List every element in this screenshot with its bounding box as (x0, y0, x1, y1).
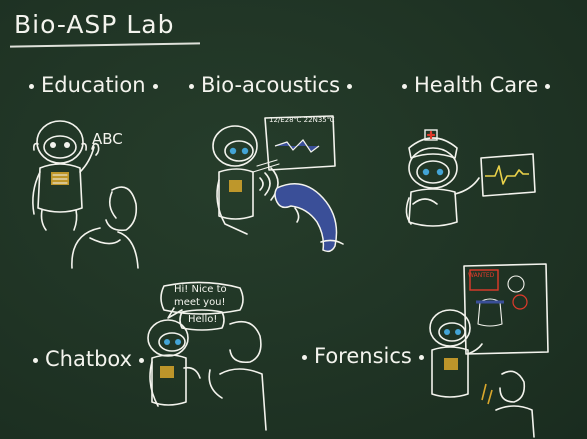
bullet-icon (347, 83, 353, 89)
section-forensics-label: Forensics (314, 344, 412, 368)
bullet-icon (418, 354, 424, 360)
bioacoustics-screen-text: 12/E28℃ 22N35℃ (269, 116, 335, 124)
nurse-robot-icon (405, 129, 480, 227)
bullet-icon (152, 83, 158, 89)
page-title: Bio-ASP Lab (14, 10, 175, 39)
listening-robot-icon (212, 125, 258, 235)
speech-bubble-icon (160, 281, 244, 319)
chat-robot-icon (147, 319, 201, 407)
chat-bubble-left-text: Hi! Nice to meet you! (174, 284, 227, 308)
evidence-board-icon (463, 263, 549, 355)
section-healthcare: Health Care (395, 73, 557, 97)
section-education: Education (22, 73, 165, 97)
chat-bubble-right-text: Hello! (188, 314, 218, 325)
spectrogram-screen-icon (252, 115, 336, 173)
teaching-robot-icon (32, 120, 100, 231)
forensics-wanted-label: WANTED (468, 272, 495, 279)
section-chatbox-label: Chatbox (45, 347, 133, 371)
bullet-icon (189, 83, 194, 89)
education-abc-text: ABC (92, 130, 123, 148)
ecg-monitor-icon (480, 153, 536, 197)
section-bioacoustics: Bio-acoustics (182, 73, 359, 97)
healthcare-illustration (405, 129, 536, 227)
section-bioacoustics-label: Bio-acoustics (201, 73, 341, 97)
section-education-label: Education (41, 73, 146, 97)
dolphin-icon (274, 183, 344, 253)
person-figure-icon (208, 320, 267, 431)
bullet-icon (402, 83, 407, 89)
bullet-icon (545, 83, 551, 89)
forensic-robot-icon (429, 309, 483, 398)
section-healthcare-label: Health Care (414, 73, 539, 97)
bullet-icon (139, 357, 145, 363)
chatbox-illustration (147, 281, 267, 431)
bullet-icon (29, 83, 34, 89)
student-figure-icon (71, 186, 139, 269)
bullet-icon (33, 357, 38, 363)
suspect-figure-icon (481, 370, 535, 438)
bioacoustics-illustration (212, 115, 344, 253)
education-illustration (32, 120, 139, 269)
forensics-illustration (429, 263, 549, 438)
section-chatbox: Chatbox (26, 347, 151, 371)
bullet-icon (302, 354, 307, 360)
section-forensics: Forensics (295, 344, 431, 368)
